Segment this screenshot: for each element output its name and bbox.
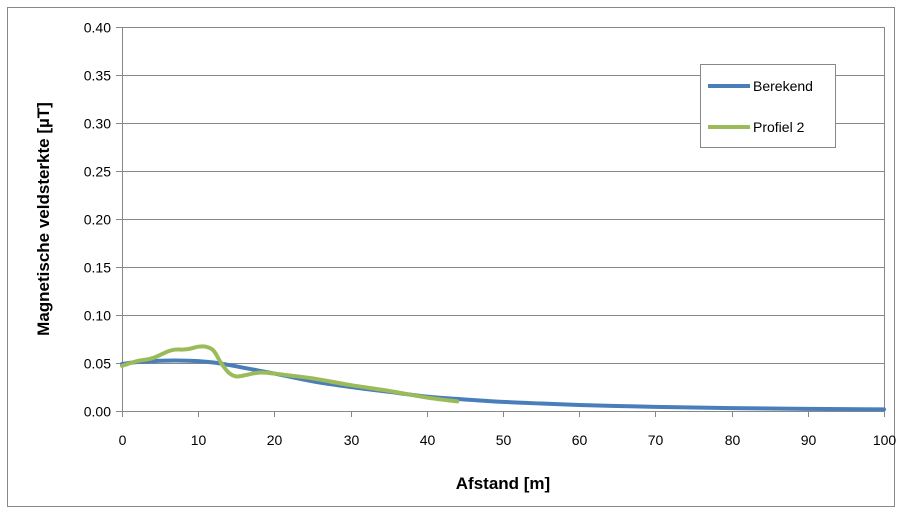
x-tick-label-70: 70 bbox=[648, 432, 664, 448]
y-tick-label-0.35: 0.35 bbox=[84, 68, 111, 84]
y-tick-label-0.10: 0.10 bbox=[84, 308, 111, 324]
y-tick-label-0.20: 0.20 bbox=[84, 212, 111, 228]
x-tick-label-90: 90 bbox=[801, 432, 817, 448]
y-tick-label-0.05: 0.05 bbox=[84, 356, 111, 372]
x-tick-label-40: 40 bbox=[420, 432, 436, 448]
x-axis-ticks: 0 10 20 30 40 50 60 70 80 90 100 bbox=[119, 432, 897, 448]
y-axis-ticks: 0.00 0.05 0.10 0.15 0.20 0.25 0.30 0.35 0.40 bbox=[84, 20, 111, 420]
series-line-profiel-2 bbox=[120, 344, 460, 404]
x-tick-label-20: 20 bbox=[267, 432, 283, 448]
x-tick-label-60: 60 bbox=[572, 432, 588, 448]
series-lines bbox=[120, 344, 886, 412]
legend-label-profiel-2: Profiel 2 bbox=[753, 119, 805, 135]
legend-box bbox=[700, 64, 836, 148]
legend: Berekend Profiel 2 bbox=[700, 64, 836, 148]
y-tick-label-0.15: 0.15 bbox=[84, 260, 111, 276]
legend-label-berekend: Berekend bbox=[753, 78, 813, 94]
x-tick-label-0: 0 bbox=[119, 432, 127, 448]
x-tick-label-80: 80 bbox=[725, 432, 741, 448]
y-tick-label-0.30: 0.30 bbox=[84, 116, 111, 132]
x-axis-title: Afstand [m] bbox=[456, 474, 550, 493]
y-tick-label-0.25: 0.25 bbox=[84, 164, 111, 180]
y-tick-label-0.00: 0.00 bbox=[84, 404, 111, 420]
x-tick-label-100: 100 bbox=[873, 432, 897, 448]
x-tick-label-30: 30 bbox=[344, 432, 360, 448]
x-tick-label-10: 10 bbox=[191, 432, 207, 448]
x-tick-label-50: 50 bbox=[496, 432, 512, 448]
y-axis-title: Magnetische veldsterkte [µT] bbox=[34, 102, 53, 336]
y-tick-label-0.40: 0.40 bbox=[84, 20, 111, 36]
